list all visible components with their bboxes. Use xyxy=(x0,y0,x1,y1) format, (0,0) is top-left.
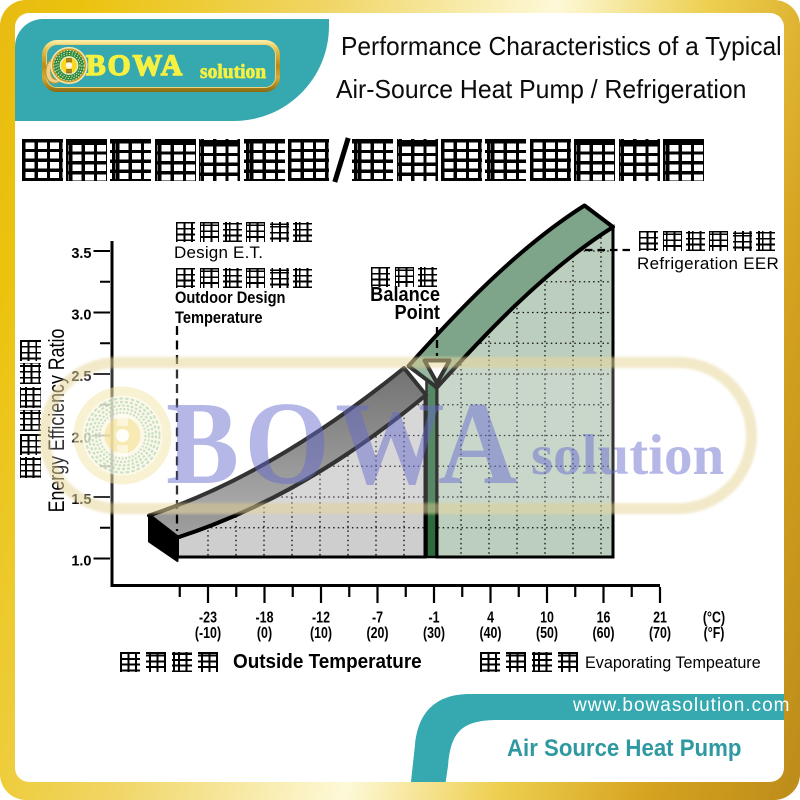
svg-text:(°F): (°F) xyxy=(704,624,725,642)
svg-text:16: 16 xyxy=(597,608,611,626)
svg-text:3.5: 3.5 xyxy=(71,246,91,262)
svg-text:-7: -7 xyxy=(372,608,383,626)
svg-text:(0): (0) xyxy=(257,624,272,642)
svg-text:(50): (50) xyxy=(536,624,558,642)
svg-text:(20): (20) xyxy=(366,624,388,642)
svg-text:(60): (60) xyxy=(592,624,614,642)
svg-text:3.0: 3.0 xyxy=(71,308,91,324)
svg-text:4: 4 xyxy=(487,608,494,626)
svg-text:10: 10 xyxy=(540,608,554,626)
svg-text:-18: -18 xyxy=(256,608,274,626)
svg-text:-12: -12 xyxy=(312,608,330,626)
svg-text:1.0: 1.0 xyxy=(71,554,91,570)
svg-text:(30): (30) xyxy=(423,624,445,642)
svg-text:-23: -23 xyxy=(199,608,217,626)
svg-text:(°C): (°C) xyxy=(703,608,725,626)
svg-text:21: 21 xyxy=(653,608,667,626)
svg-text:(10): (10) xyxy=(310,624,332,642)
svg-text:(70): (70) xyxy=(649,624,671,642)
svg-text:(40): (40) xyxy=(479,624,501,642)
svg-text:(-10): (-10) xyxy=(195,624,221,642)
svg-text:-1: -1 xyxy=(428,608,439,626)
